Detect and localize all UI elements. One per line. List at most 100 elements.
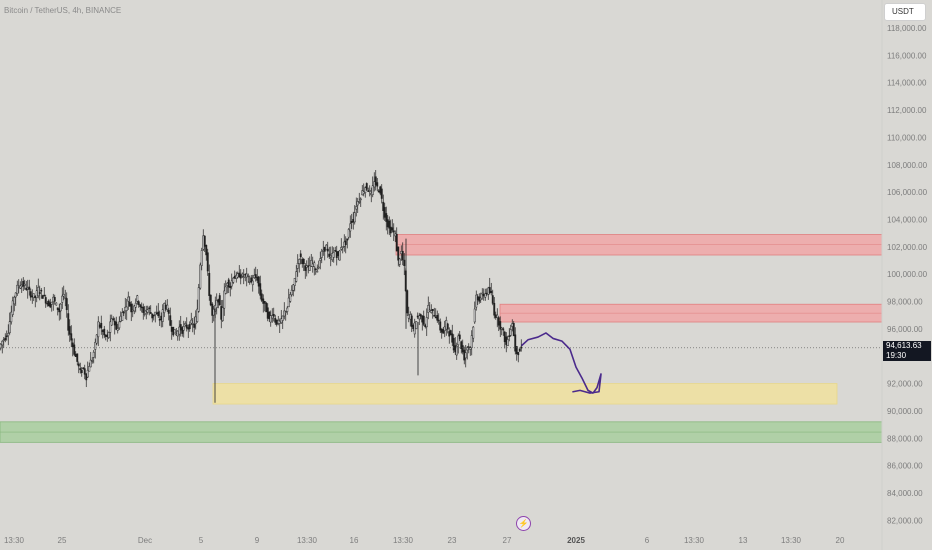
candle-body bbox=[22, 281, 25, 287]
candle-body bbox=[361, 190, 364, 196]
candle-body bbox=[122, 311, 125, 314]
candle-body bbox=[52, 296, 55, 303]
current-price-tag: 94,613.63 19:30 bbox=[883, 340, 931, 361]
candle-body bbox=[185, 324, 188, 329]
candle-body bbox=[509, 329, 512, 336]
candle-body bbox=[389, 226, 392, 234]
projection-drawing[interactable] bbox=[521, 332, 602, 394]
y-tick-label: 106,000.00 bbox=[887, 188, 928, 197]
x-tick-label: 13:30 bbox=[297, 536, 318, 545]
candle-body bbox=[502, 328, 505, 331]
candle-body bbox=[121, 312, 124, 321]
currency-button[interactable]: USDT bbox=[884, 3, 926, 21]
candle-body bbox=[278, 320, 281, 324]
candle-body bbox=[280, 318, 283, 324]
candle-body bbox=[143, 313, 146, 315]
candle-body bbox=[263, 301, 266, 304]
candle-body bbox=[485, 292, 488, 295]
candle-body bbox=[409, 314, 412, 320]
y-tick-label: 112,000.00 bbox=[887, 106, 927, 115]
candle-body bbox=[203, 235, 206, 247]
candle-body bbox=[100, 322, 103, 329]
candle-body bbox=[293, 277, 296, 286]
candle-body bbox=[439, 321, 442, 331]
candle-body bbox=[137, 301, 140, 305]
candle-body bbox=[205, 244, 208, 256]
candle-body bbox=[229, 286, 232, 289]
x-tick-label: 23 bbox=[448, 536, 457, 545]
demand-zone[interactable] bbox=[212, 383, 838, 405]
candle-body bbox=[353, 212, 356, 223]
lightning-bolt-icon[interactable]: ⚡ bbox=[516, 516, 531, 531]
candle-body bbox=[478, 296, 481, 302]
candle-body bbox=[223, 290, 226, 309]
candle-body bbox=[47, 300, 50, 307]
candle-body bbox=[458, 334, 461, 340]
candle-body bbox=[506, 339, 509, 347]
candle-body bbox=[97, 321, 100, 338]
candle-body bbox=[91, 360, 94, 362]
y-tick-label: 84,000.00 bbox=[887, 489, 923, 498]
x-tick-label: 5 bbox=[199, 536, 204, 545]
x-tick-label: 13 bbox=[739, 536, 748, 545]
candle-body bbox=[157, 311, 160, 317]
candle-body bbox=[4, 337, 7, 341]
candle-body bbox=[520, 346, 523, 349]
candle-body bbox=[208, 272, 211, 296]
candle-body bbox=[46, 302, 49, 305]
candle-body bbox=[307, 265, 310, 267]
candle-body bbox=[302, 258, 305, 265]
y-tick-label: 108,000.00 bbox=[887, 161, 928, 170]
candle-body bbox=[148, 307, 151, 310]
candle-body bbox=[377, 190, 380, 193]
candle-body bbox=[220, 306, 223, 320]
candle-body bbox=[461, 345, 464, 353]
candle-body bbox=[244, 273, 247, 276]
candle-body bbox=[35, 290, 38, 298]
candle-body bbox=[20, 284, 23, 288]
candle-body bbox=[23, 283, 26, 286]
candle-body bbox=[227, 279, 230, 288]
candle-body bbox=[55, 302, 58, 306]
candle-body bbox=[118, 321, 121, 329]
candle-body bbox=[232, 277, 235, 283]
candle-body bbox=[16, 284, 19, 294]
candle-body bbox=[221, 307, 224, 321]
candle-body bbox=[481, 292, 484, 295]
candle-body bbox=[179, 324, 182, 331]
candle-body bbox=[190, 319, 193, 324]
candle-body bbox=[493, 302, 496, 316]
candle-body bbox=[371, 185, 374, 196]
candle-body bbox=[437, 319, 440, 322]
candle-body bbox=[106, 334, 109, 338]
candle-body bbox=[119, 315, 122, 322]
y-tick-label: 110,000.00 bbox=[887, 133, 927, 142]
candle-body bbox=[497, 317, 500, 326]
candle-body bbox=[385, 213, 388, 222]
candle-body bbox=[196, 308, 199, 322]
candle-body bbox=[202, 235, 205, 250]
candle-body bbox=[260, 293, 263, 301]
candle-body bbox=[212, 308, 215, 316]
candle-body bbox=[206, 252, 209, 272]
candle-body bbox=[455, 345, 458, 356]
candle-body bbox=[187, 327, 190, 330]
x-tick-label: 13:30 bbox=[4, 536, 25, 545]
candle-body bbox=[332, 252, 335, 258]
candle-body bbox=[362, 191, 365, 194]
x-tick-label: 2025 bbox=[567, 536, 585, 545]
candle-body bbox=[379, 186, 382, 194]
candle-body bbox=[410, 315, 413, 327]
candle-body bbox=[416, 315, 419, 318]
candle-body bbox=[295, 271, 298, 282]
candle-body bbox=[200, 250, 203, 266]
candle-body bbox=[269, 315, 272, 323]
candle-body bbox=[242, 276, 245, 279]
candle-body bbox=[281, 315, 284, 321]
candle-body bbox=[134, 302, 137, 308]
candle-body bbox=[80, 370, 83, 374]
candle-body bbox=[53, 297, 56, 302]
candle-body bbox=[266, 307, 269, 319]
